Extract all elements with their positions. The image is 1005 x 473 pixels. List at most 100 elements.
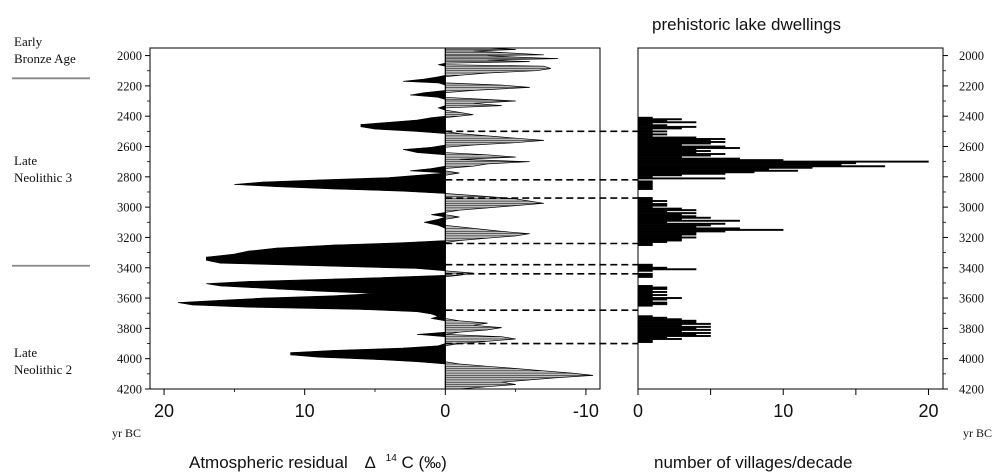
period-label-0-line2: Bronze Age (14, 51, 76, 66)
village-bar-26 (637, 156, 682, 159)
village-bar-14 (637, 137, 726, 140)
village-bar-116 (637, 338, 682, 340)
village-bar-66 (637, 225, 697, 228)
village-bar-23 (637, 151, 697, 154)
period-label-0-line1: Early (14, 34, 43, 49)
village-bar-82 (637, 268, 697, 271)
village-bar-115 (637, 336, 668, 339)
village-bar-44 (637, 184, 653, 187)
village-bar-88 (637, 286, 668, 289)
village-bar-72 (637, 234, 682, 237)
village-bar-73 (637, 236, 697, 239)
village-bar-49 (637, 200, 668, 203)
right-y-tick-label-2800: 2800 (959, 170, 984, 184)
village-bar-16 (637, 140, 726, 143)
village-bar-42 (637, 181, 653, 184)
right-y-tick-label-3800: 3800 (959, 322, 984, 336)
right-x-tick-label-0: 0 (633, 401, 643, 421)
village-bar-81 (637, 266, 668, 269)
village-bar-5 (637, 124, 668, 127)
village-bar-50 (637, 201, 653, 204)
village-bar-83 (637, 269, 653, 272)
village-bar-109 (637, 327, 697, 330)
village-bar-47 (637, 197, 653, 200)
village-bar-32 (637, 165, 886, 168)
left-x-tick-label-3: -10 (573, 401, 599, 421)
left-y-tick-label-3600: 3600 (117, 292, 142, 306)
village-bar-29 (637, 160, 929, 163)
period-label-1-line2: Neolithic 3 (14, 170, 72, 185)
village-bar-74 (637, 237, 682, 240)
village-bar-71 (637, 233, 697, 236)
village-bar-19 (637, 145, 726, 148)
village-bar-22 (637, 150, 711, 153)
right-y-tick-label-2400: 2400 (959, 110, 984, 124)
village-bar-97 (637, 300, 653, 303)
village-bar-38 (637, 174, 682, 177)
village-bar-95 (637, 297, 682, 300)
village-bar-43 (637, 183, 653, 186)
right-x-tick-label-4: 20 (918, 401, 938, 421)
village-bar-113 (637, 333, 697, 336)
village-bar-3 (637, 121, 697, 124)
village-bar-96 (637, 298, 668, 301)
left-x-tick-label-1: 10 (295, 401, 315, 421)
village-bar-110 (637, 328, 711, 331)
right-y-tick-label-3400: 3400 (959, 261, 984, 275)
left-x-tick-label-0: 20 (154, 401, 174, 421)
village-bar-57 (637, 212, 697, 215)
village-bar-107 (637, 324, 682, 327)
village-bar-75 (637, 239, 682, 242)
village-bar-94 (637, 295, 653, 298)
village-bar-108 (637, 325, 711, 328)
village-bar-8 (637, 128, 653, 131)
village-bar-117 (637, 339, 653, 342)
village-bar-12 (637, 134, 653, 137)
village-bar-86 (637, 275, 653, 278)
left-y-tick-label-2200: 2200 (117, 79, 142, 93)
village-bar-85 (637, 274, 653, 277)
village-bar-64 (637, 222, 726, 225)
village-bar-76 (637, 240, 668, 243)
village-bar-35 (637, 169, 799, 172)
right-panel-villages (637, 116, 929, 344)
village-bar-7 (637, 127, 682, 130)
village-bar-102 (637, 316, 668, 319)
village-bar-106 (637, 322, 711, 325)
village-bar-2 (637, 119, 668, 122)
village-bar-18 (637, 143, 682, 146)
left-y-tick-label-4200: 4200 (117, 383, 142, 397)
village-bar-103 (637, 318, 682, 321)
village-bar-99 (637, 303, 668, 306)
left-xlabel-part-c: C (‰) (402, 453, 447, 472)
left-y-tick-label-3000: 3000 (117, 201, 142, 215)
village-bar-69 (637, 230, 726, 233)
village-bar-31 (637, 163, 842, 166)
village-bar-67 (637, 227, 740, 230)
left-xlabel-sup: 14 (386, 453, 398, 464)
village-bar-37 (637, 172, 726, 175)
village-bar-65 (637, 224, 711, 227)
village-bar-100 (637, 304, 653, 307)
village-bar-91 (637, 291, 668, 293)
left-y-tick-label-2400: 2400 (117, 110, 142, 124)
village-bar-0 (637, 116, 653, 119)
village-bar-9 (637, 130, 668, 133)
village-bar-118 (637, 341, 653, 344)
village-bar-63 (637, 221, 668, 224)
village-bar-25 (637, 154, 711, 157)
village-bar-10 (637, 131, 653, 134)
right-y-tick-label-4200: 4200 (959, 383, 984, 397)
village-bar-54 (637, 207, 682, 210)
left-y-tick-label-3800: 3800 (117, 322, 142, 336)
left-panel-frame (149, 47, 601, 390)
village-bar-112 (637, 332, 711, 334)
left-y-tick-label-3400: 3400 (117, 261, 142, 275)
village-bar-77 (637, 242, 653, 245)
village-bar-17 (637, 142, 711, 145)
right-unit-label: yr BC (963, 426, 992, 440)
right-y-tick-label-3600: 3600 (959, 292, 984, 306)
village-bar-15 (637, 139, 711, 142)
right-panel-frame (637, 47, 944, 390)
period-label-1-line1: Late (14, 153, 37, 168)
